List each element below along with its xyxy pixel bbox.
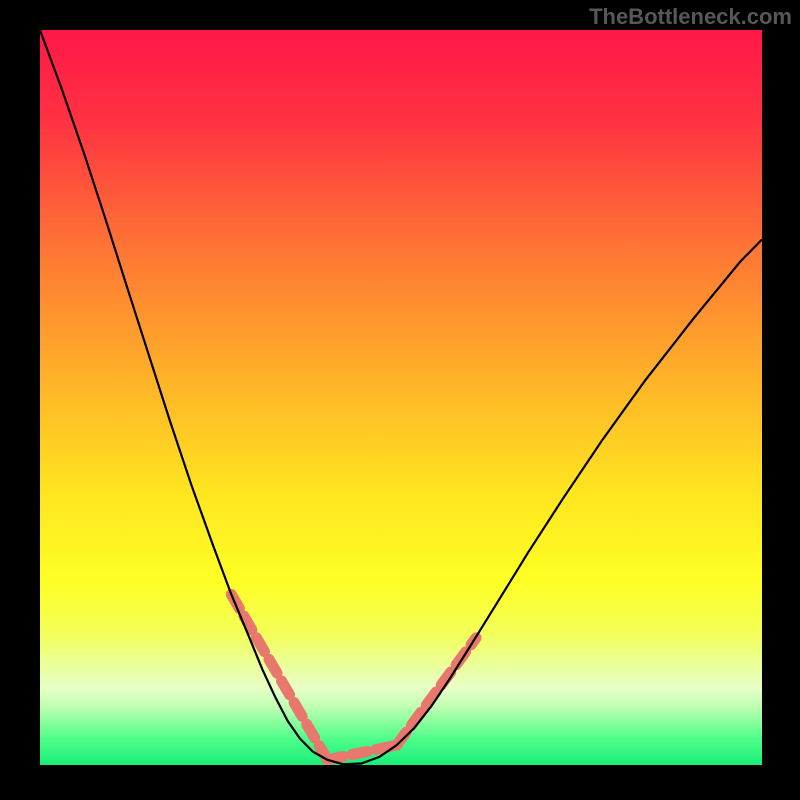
- chart-svg: [0, 0, 800, 800]
- plot-area: [40, 30, 762, 765]
- watermark-text: TheBottleneck.com: [589, 4, 792, 30]
- plot-background-gradient: [40, 30, 762, 765]
- chart-frame: TheBottleneck.com: [0, 0, 800, 800]
